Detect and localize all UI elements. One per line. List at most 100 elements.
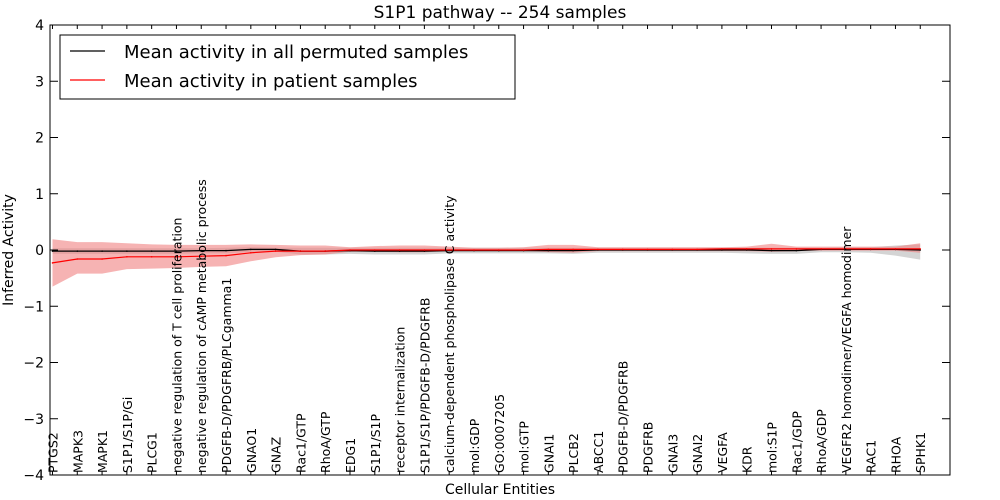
point-series-1-0 [51, 262, 54, 264]
point-series-1-17 [473, 249, 475, 251]
x-tick-label-33: RAC1 [864, 440, 879, 473]
x-tick-label-24: PDGFRB [641, 422, 656, 473]
x-tick-label-0: PTGS2 [46, 432, 61, 473]
y-tick-label-0: −4 [23, 468, 44, 484]
legend-label-permuted: Mean activity in all permuted samples [124, 42, 468, 63]
legend: Mean activity in all permuted samples Me… [59, 34, 516, 100]
point-series-1-8 [250, 252, 252, 254]
x-tick-label-30: Rac1/GDP [789, 411, 804, 473]
point-series-1-25 [671, 248, 674, 251]
x-tick-label-1: MAPK3 [70, 430, 85, 473]
point-series-0-7 [225, 249, 227, 252]
point-series-1-19 [522, 249, 525, 251]
point-series-1-20 [547, 248, 550, 251]
x-tick-label-32: VEGFR2 homodimer/VEGFA homodimer [839, 226, 854, 473]
line-series-1 [52, 248, 921, 264]
x-tick-label-3: S1P1/S1P/Gi [120, 397, 135, 473]
x-tick-label-18: GO:0007205 [492, 394, 507, 473]
x-tick-label-21: PLCB2 [566, 433, 581, 473]
point-series-0-3 [126, 250, 128, 252]
x-tick-label-14: receptor internalization [393, 327, 408, 473]
x-tick-label-35: SPHK1 [913, 432, 928, 473]
point-series-1-34 [894, 248, 897, 250]
x-tick-label-25: GNAI3 [665, 434, 680, 473]
point-series-1-7 [225, 254, 227, 257]
x-tick-label-12: EDG1 [343, 438, 358, 473]
point-series-0-9 [274, 248, 277, 251]
point-series-1-32 [845, 248, 847, 250]
x-tick-label-29: mol:S1P [765, 422, 780, 473]
point-series-1-13 [374, 249, 376, 251]
point-series-1-9 [274, 250, 277, 252]
point-series-0-29 [770, 249, 773, 252]
point-series-0-2 [101, 250, 103, 252]
point-series-1-21 [572, 248, 574, 251]
x-tick-label-26: GNAI2 [690, 434, 705, 473]
x-tick-label-27: VEGFA [715, 432, 730, 473]
y-tick-label-8: 4 [35, 18, 44, 34]
x-tick-label-34: RHOA [889, 436, 904, 473]
point-series-1-26 [696, 248, 698, 251]
point-series-1-24 [646, 248, 649, 251]
point-series-0-5 [175, 250, 178, 252]
x-axis-label: Cellular Entities [445, 482, 555, 498]
point-series-1-10 [299, 250, 302, 252]
point-series-1-6 [200, 255, 202, 257]
point-series-1-28 [745, 248, 748, 250]
point-series-0-21 [572, 249, 574, 252]
point-series-1-18 [498, 249, 500, 251]
point-series-0-8 [250, 248, 252, 251]
point-series-1-16 [448, 249, 451, 251]
point-series-1-27 [721, 248, 723, 250]
legend-frame [59, 34, 516, 100]
point-series-0-4 [150, 250, 153, 252]
point-series-0-6 [200, 249, 202, 252]
point-series-0-13 [374, 250, 376, 252]
point-series-1-14 [398, 249, 401, 251]
plot-area [51, 239, 921, 287]
point-series-0-35 [919, 249, 921, 251]
x-tick-label-4: PLCG1 [145, 432, 160, 473]
y-axis-label: Inferred Activity [1, 194, 17, 306]
x-tick-label-7: PDGFB-D/PDGFRB/PLCgamma1 [219, 278, 234, 473]
x-tick-label-31: RhoA/GDP [814, 409, 829, 473]
y-tick-label-6: 2 [35, 131, 44, 147]
point-series-0-27 [721, 249, 723, 251]
x-tick-label-10: Rac1/GTP [293, 413, 308, 473]
point-series-0-28 [745, 249, 748, 251]
point-series-1-30 [795, 248, 798, 250]
point-series-1-33 [869, 248, 872, 250]
point-series-1-11 [324, 250, 327, 252]
point-series-0-14 [398, 250, 401, 252]
x-tick-label-19: mol:GTP [517, 421, 532, 473]
point-series-0-20 [547, 249, 550, 252]
point-series-1-3 [126, 255, 128, 258]
y-tick-label-3: −1 [23, 299, 44, 315]
point-series-0-0 [51, 250, 54, 252]
point-series-1-1 [76, 258, 79, 260]
point-series-0-15 [423, 250, 426, 252]
x-tick-label-6: negative regulation of cAMP metabolic pr… [194, 179, 209, 473]
x-tick-label-23: PDGFB-D/PDGFRB [616, 361, 631, 473]
point-series-0-1 [76, 250, 79, 252]
x-tick-label-28: KDR [740, 446, 755, 473]
point-series-1-29 [770, 248, 773, 250]
y-tick-label-1: −3 [23, 412, 44, 428]
legend-label-patient: Mean activity in patient samples [124, 71, 418, 92]
x-tick-label-8: GNAO1 [244, 428, 259, 473]
point-series-1-5 [175, 255, 178, 258]
y-tick-label-5: 1 [35, 187, 44, 203]
x-tick-label-2: MAPK1 [95, 430, 110, 473]
point-series-1-22 [597, 248, 599, 251]
y-tick-label-7: 3 [35, 74, 44, 90]
x-tick-label-20: GNAI1 [541, 434, 556, 473]
point-series-1-31 [820, 248, 822, 250]
point-series-1-12 [349, 249, 351, 251]
point-series-1-2 [101, 258, 103, 260]
axes-ticks: −4 −3 −2 −1 0 1 2 3 4 PTGS2 MAPK3 MAPK1 S1P1/S1P/Gi P… [23, 18, 950, 484]
x-tick-label-9: GNAZ [269, 437, 284, 473]
x-tick-label-17: mol:GDP [467, 418, 482, 473]
x-tick-label-13: S1P1/S1P [368, 414, 383, 473]
x-tick-label-22: ABCC1 [591, 431, 606, 473]
